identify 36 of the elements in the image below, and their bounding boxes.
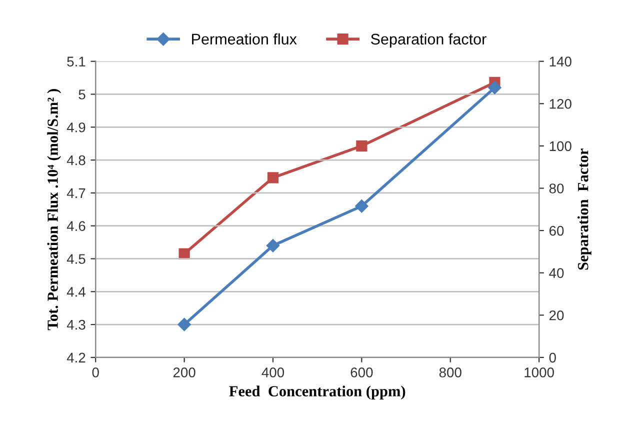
point — [178, 248, 190, 260]
y-tick-label: 4.6 — [66, 221, 86, 232]
y2-tick-label: 0 — [549, 352, 556, 363]
y-tick-label: 4.8 — [66, 155, 86, 166]
y-tick-label: 4.5 — [66, 254, 86, 264]
x-tick-label: 200 — [173, 368, 196, 378]
legend-label: Separation factor — [370, 33, 486, 48]
y2-tick-label: 140 — [550, 56, 572, 67]
y-tick-label: 4.2 — [66, 352, 86, 362]
y2-tick-label: 60 — [549, 226, 564, 236]
legend-label: Permeation flux — [192, 33, 297, 45]
y2-tick-label: 20 — [549, 310, 564, 320]
point — [488, 81, 502, 94]
y2-axis-title: Separation Factor — [578, 148, 592, 270]
y-tick-label: 4.9 — [66, 122, 86, 132]
point — [356, 140, 368, 152]
y2-tick-label: 120 — [550, 98, 572, 109]
y-tick-label: 4.3 — [66, 320, 86, 330]
x-tick-label: 0 — [92, 368, 99, 378]
x-axis-title: Feed Concentration (ppm) — [229, 386, 406, 400]
y-tick-label: 5 — [78, 90, 86, 100]
x-tick-label: 400 — [262, 368, 284, 378]
y-tick-label: 4.4 — [66, 287, 86, 297]
x-tick-label: 800 — [439, 368, 462, 378]
point — [266, 238, 280, 252]
y-tick-label: 5.1 — [67, 56, 86, 67]
y2-tick-label: 100 — [550, 141, 572, 152]
y2-tick-label: 80 — [549, 184, 564, 194]
x-tick-label: 600 — [350, 368, 373, 378]
y-axis-title: Tot. Permeation Flux .10⁴ (mol/S.m² ) — [47, 89, 62, 330]
point — [178, 318, 191, 332]
x-tick-label: 1000 — [524, 368, 554, 378]
y-tick-label: 4.7 — [66, 188, 86, 198]
y2-tick-label: 40 — [549, 268, 564, 278]
point — [267, 172, 279, 184]
point — [355, 200, 368, 213]
